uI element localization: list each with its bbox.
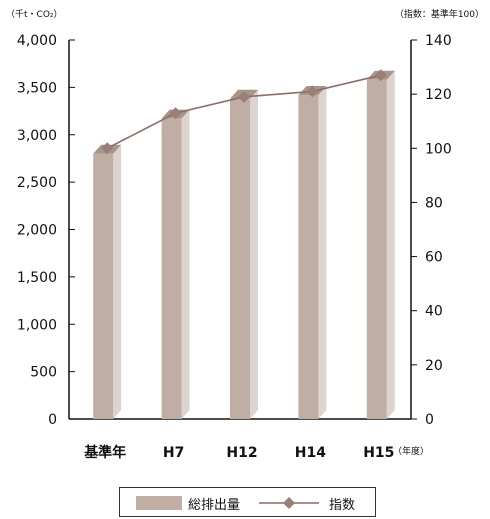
legend-swatch-total-emissions — [136, 496, 182, 510]
x-category-label: 基準年 — [84, 444, 126, 461]
bar-side-face — [318, 85, 327, 419]
left-tick-label: 2,000 — [17, 223, 57, 239]
index-point-marker — [238, 90, 250, 103]
right-tick-label: 80 — [425, 195, 443, 211]
bar — [93, 153, 114, 419]
left-tick-label: 0 — [48, 412, 57, 428]
bar-side-face — [386, 70, 395, 420]
right-tick-label: 140 — [425, 33, 452, 49]
index-point-marker — [169, 107, 182, 120]
right-tick-label: 60 — [425, 250, 443, 266]
left-tick-label: 3,000 — [17, 128, 57, 144]
tick-labels-layer: 0 500 1,000 1,500 2,000 2,500 3,000 3,500 4,000 0… — [17, 33, 452, 461]
right-tick-label: 120 — [425, 87, 452, 103]
right-axis-unit-label: （指数：基準年100） — [395, 8, 484, 20]
legend-label-index: 指数 — [329, 498, 356, 513]
x-category-label: H14 — [295, 445, 326, 461]
left-tick-label: 2,500 — [17, 175, 57, 191]
bar-side-face — [250, 89, 258, 420]
bars-layer — [93, 70, 395, 420]
index-point-marker — [101, 142, 114, 155]
left-tick-label: 3,500 — [17, 80, 57, 96]
right-tick-label: 100 — [425, 141, 452, 157]
left-tick-label: 500 — [30, 365, 57, 381]
right-tick-label: 40 — [425, 304, 443, 320]
left-tick-label: 1,000 — [17, 317, 57, 333]
bar-side-face — [113, 144, 122, 419]
legend-label-total-emissions: 総排出量 — [188, 498, 241, 513]
bar — [161, 118, 182, 419]
x-category-label: H7 — [163, 445, 184, 461]
right-tick-label: 20 — [425, 358, 443, 374]
chart-canvas: （千t・CO₂） （指数：基準年100） （年度） 0 500 1,000 1,500… — [6, 8, 484, 461]
index-line-layer — [101, 69, 387, 155]
bar-side-face — [181, 109, 190, 419]
x-category-label: H15 — [363, 445, 394, 461]
left-axis-unit-label: （千t・CO₂） — [6, 9, 63, 20]
bar — [230, 98, 250, 420]
bar — [298, 94, 319, 419]
index-point-marker — [374, 69, 387, 82]
x-axis-unit-label: （年度） — [393, 445, 429, 457]
left-tick-label: 1,500 — [17, 270, 57, 286]
index-point-marker — [306, 85, 319, 98]
bar — [366, 79, 387, 420]
legend: 総排出量 指数 — [119, 487, 376, 517]
x-category-label: H12 — [226, 445, 257, 461]
left-tick-label: 4,000 — [17, 33, 57, 49]
legend-line-marker-icon — [259, 497, 319, 509]
right-tick-label: 0 — [425, 412, 434, 428]
